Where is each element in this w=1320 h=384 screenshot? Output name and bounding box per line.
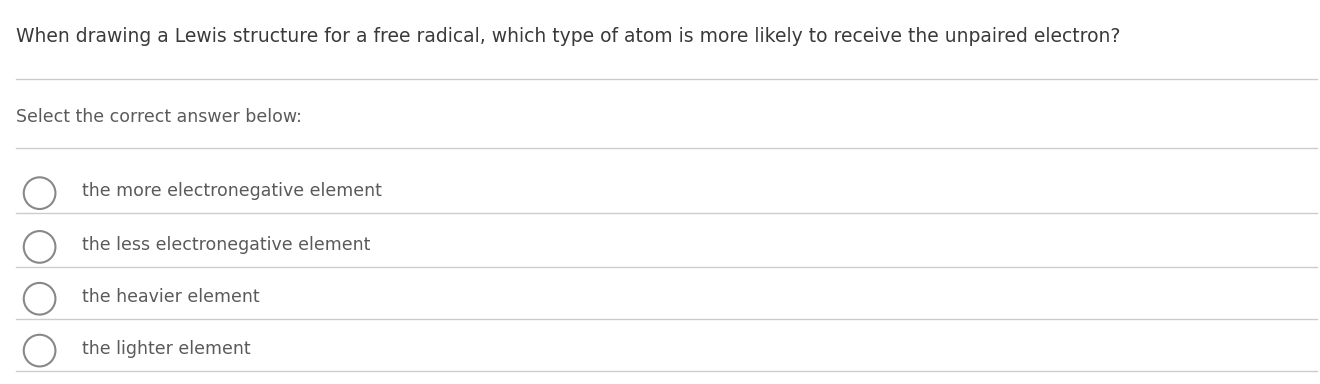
Text: Select the correct answer below:: Select the correct answer below: — [16, 108, 302, 126]
Text: the heavier element: the heavier element — [82, 288, 260, 306]
Text: When drawing a Lewis structure for a free radical, which type of atom is more li: When drawing a Lewis structure for a fre… — [16, 27, 1121, 46]
Text: the lighter element: the lighter element — [82, 340, 251, 358]
Text: the more electronegative element: the more electronegative element — [82, 182, 381, 200]
Text: the less electronegative element: the less electronegative element — [82, 236, 370, 254]
